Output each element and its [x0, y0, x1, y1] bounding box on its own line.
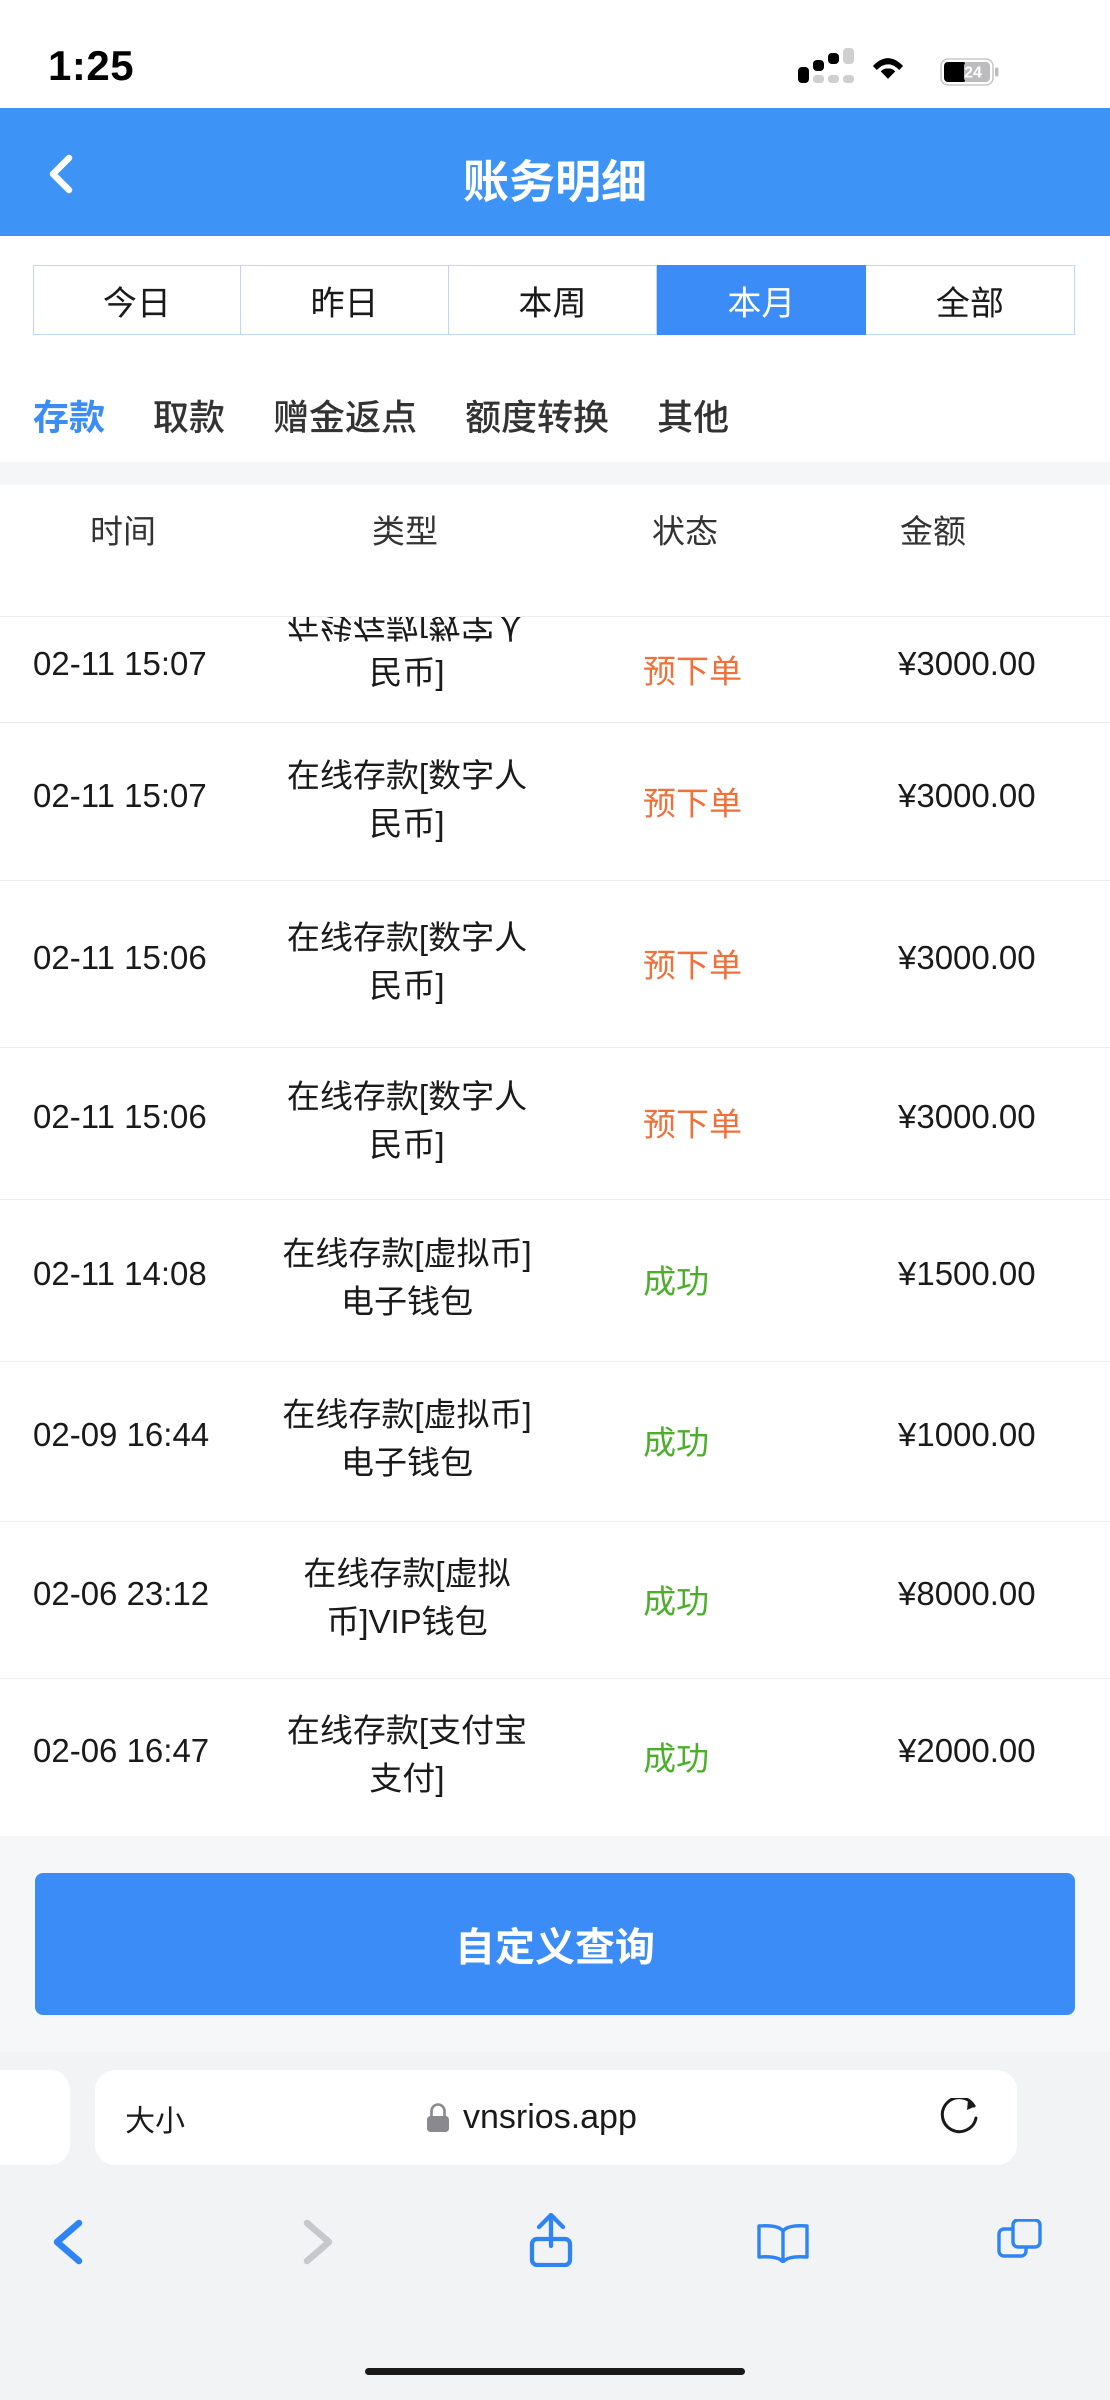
- svg-text:24: 24: [964, 65, 982, 82]
